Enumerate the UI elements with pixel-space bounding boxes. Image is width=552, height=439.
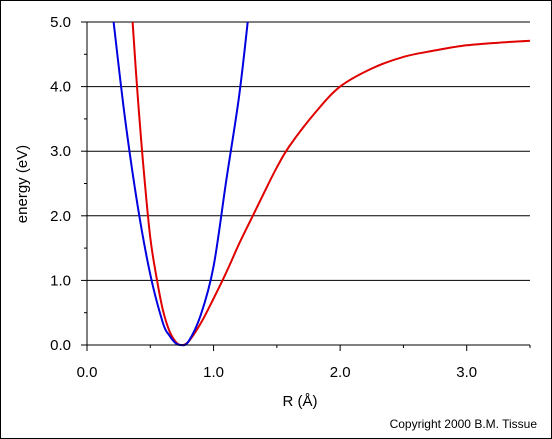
x-tick-label: 2.0 xyxy=(330,364,351,381)
x-tick-label: 0.0 xyxy=(77,364,98,381)
x-tick-label: 3.0 xyxy=(456,364,477,381)
y-axis-title: energy (eV) xyxy=(14,145,31,223)
y-tick-label: 0.0 xyxy=(50,337,71,354)
series-line-0 xyxy=(131,21,531,347)
y-tick-label: 4.0 xyxy=(50,79,71,96)
x-axis-title: R (Å) xyxy=(283,393,318,410)
series-line-1 xyxy=(112,21,249,347)
y-tick-label: 1.0 xyxy=(50,272,71,289)
tick-labels: 0.0 1.0 2.0 3.0 4.0 5.0 0.0 1.0 2.0 3.0 xyxy=(50,14,477,381)
copyright-note: Copyright 2000 B.M. Tissue xyxy=(390,417,538,431)
series-layer xyxy=(112,21,531,347)
x-tick-label: 1.0 xyxy=(203,364,224,381)
ticks xyxy=(81,21,531,351)
y-tick-label: 3.0 xyxy=(50,143,71,160)
y-tick-label: 5.0 xyxy=(50,14,71,31)
y-tick-label: 2.0 xyxy=(50,208,71,225)
gridlines xyxy=(87,21,530,281)
